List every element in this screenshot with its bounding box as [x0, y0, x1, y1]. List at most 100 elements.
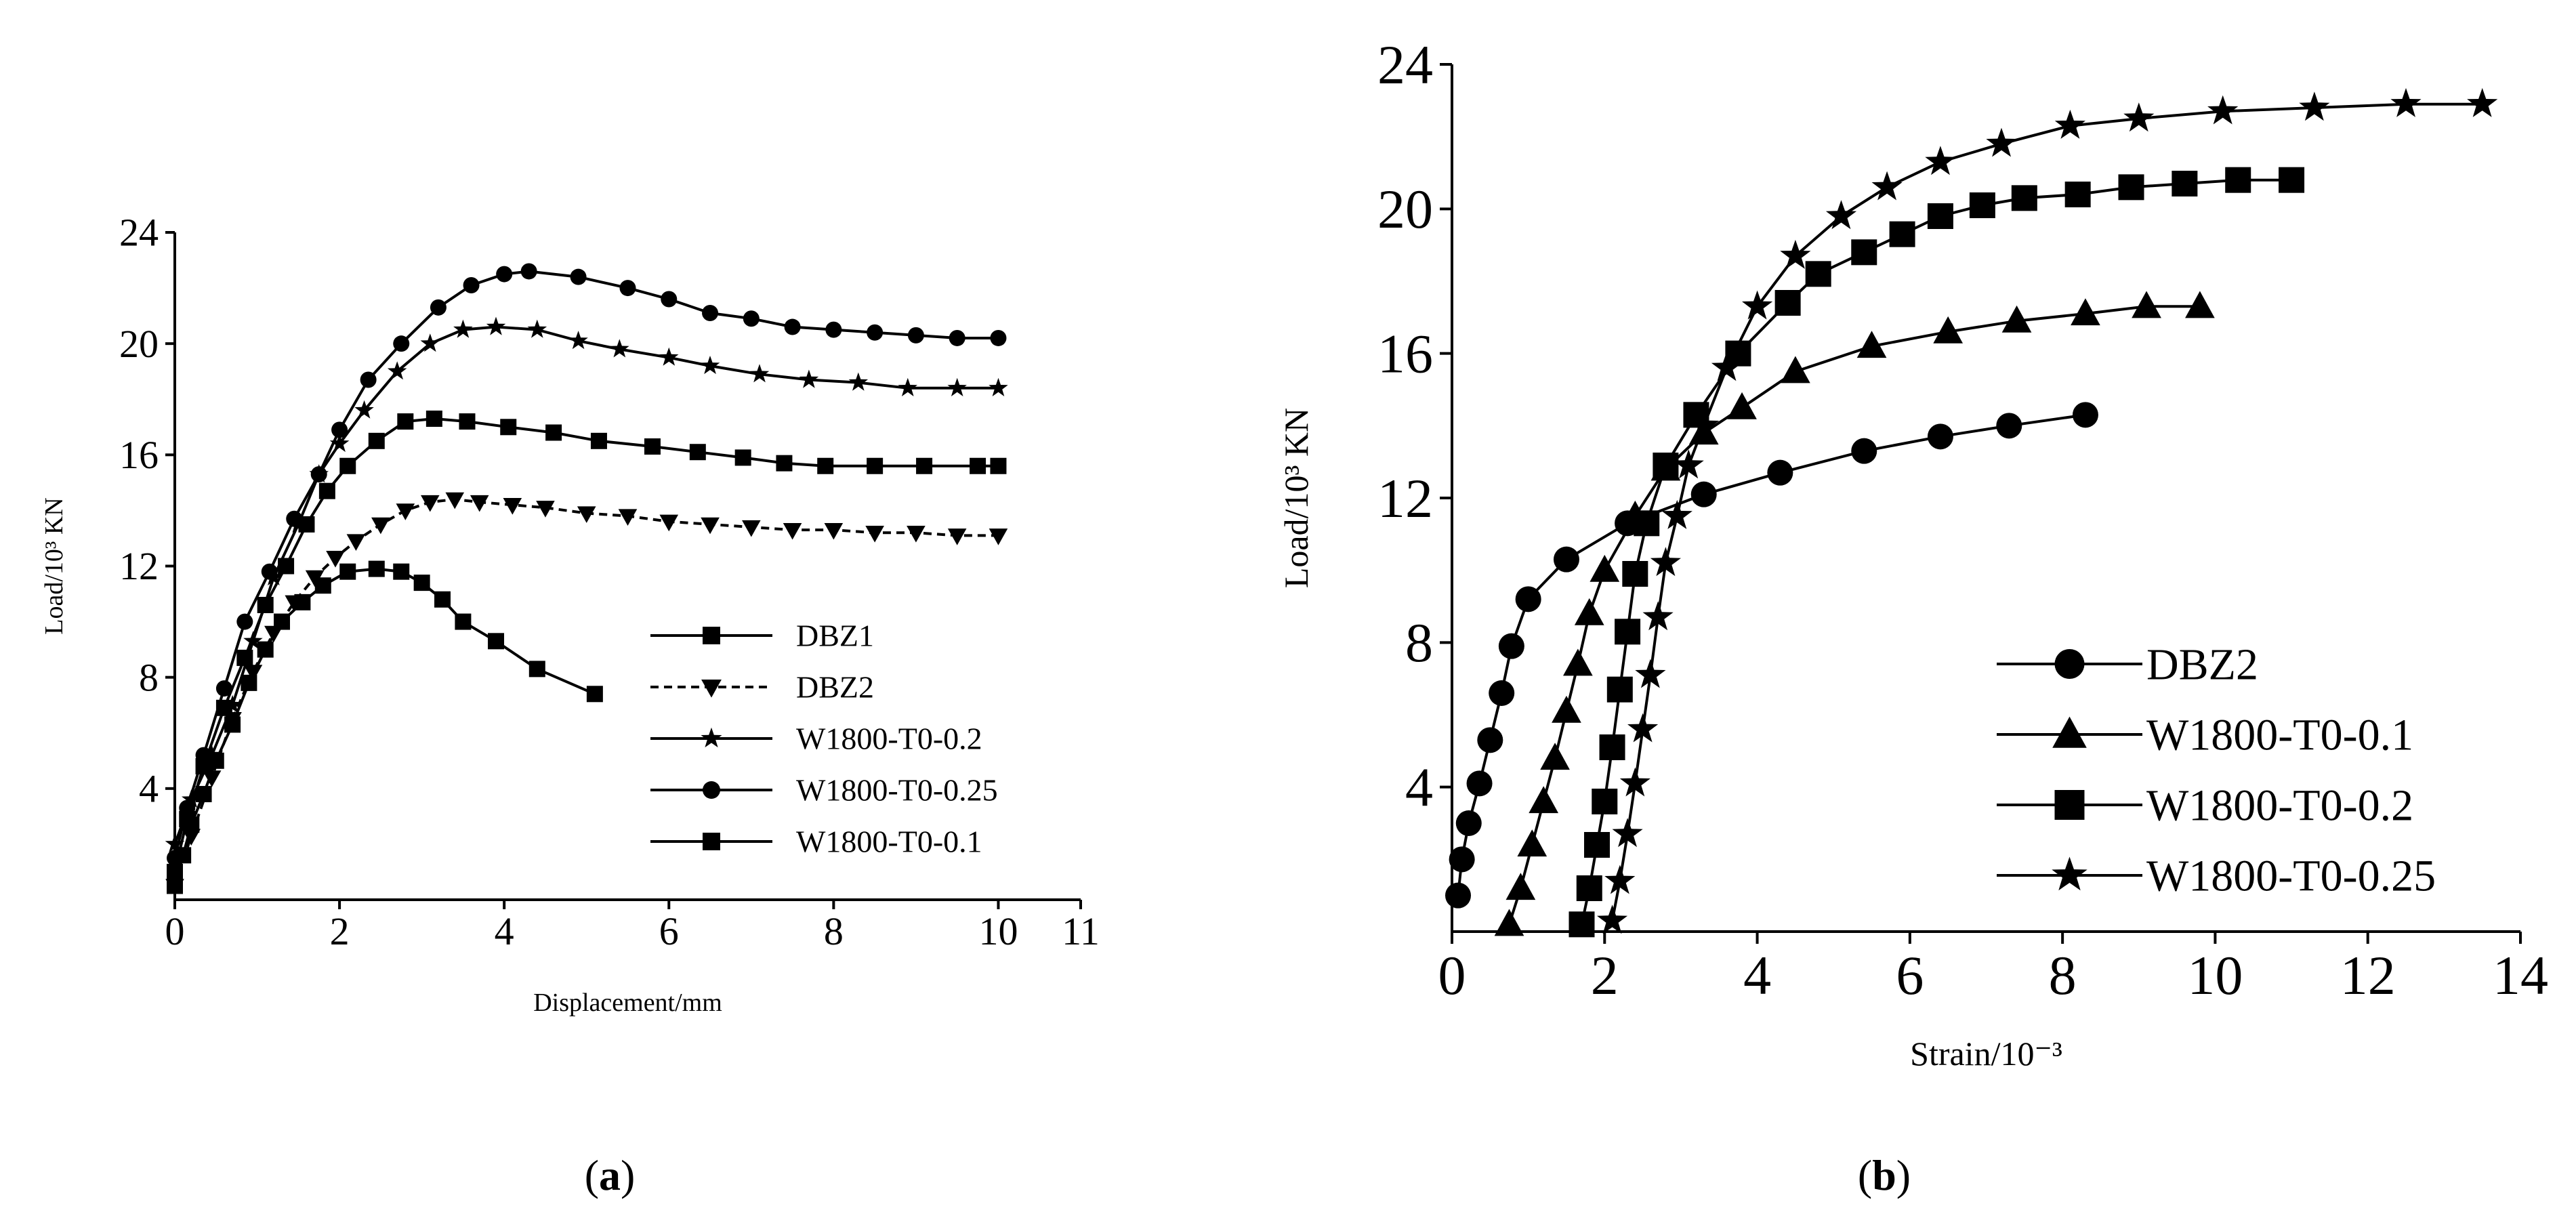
data-point [1599, 734, 1625, 760]
data-point [2054, 109, 2085, 139]
y-tick-label: 24 [119, 211, 159, 255]
data-point [590, 432, 607, 449]
y-tick-label: 24 [1377, 34, 1433, 96]
x-axis-label: Displacement/mm [533, 989, 722, 1017]
x-tick-label: 10 [2187, 944, 2243, 1006]
data-point [701, 517, 720, 535]
series-line [173, 325, 999, 845]
caption-a: (a) [585, 1151, 636, 1199]
data-point [520, 263, 537, 280]
data-point [182, 829, 201, 846]
data-point [702, 305, 719, 322]
data-point [1606, 676, 1633, 703]
data-point [1553, 546, 1579, 573]
y-tick-label: 4 [139, 767, 159, 811]
data-point [1856, 331, 1887, 358]
data-point [2132, 291, 2161, 318]
data-point [278, 558, 295, 575]
x-tick-label: 4 [495, 909, 514, 953]
data-point [2225, 167, 2251, 193]
data-point [2467, 87, 2498, 117]
data-point [1851, 438, 1877, 464]
legend-marker [701, 679, 722, 698]
data-point [644, 438, 661, 455]
data-point [1627, 713, 1659, 743]
data-point [1774, 290, 1801, 316]
data-point [331, 421, 348, 438]
data-point [570, 268, 587, 285]
data-point [949, 329, 965, 346]
data-point [527, 319, 547, 338]
data-point [236, 649, 253, 666]
data-point [387, 361, 407, 380]
y-tick-label: 20 [119, 322, 159, 366]
data-point [261, 563, 278, 580]
data-point [1449, 846, 1475, 873]
chart-a: 0 2 4 6 8 10 114812162024Displacement/mmLoad/1… [40, 211, 1100, 1017]
data-point [2172, 171, 2198, 196]
series-DBZ2 [1445, 402, 2098, 909]
data-point [318, 482, 335, 499]
data-point [1780, 239, 1811, 269]
data-point [784, 318, 801, 335]
data-point [1996, 413, 2022, 439]
data-point [1552, 695, 1581, 723]
data-point [393, 335, 410, 352]
y-axis-label: Load/10³ KN [1277, 408, 1315, 588]
data-point [545, 424, 562, 441]
data-point [257, 641, 274, 658]
legend-item: W1800-T0-0.25 [650, 773, 998, 808]
data-point [700, 356, 720, 375]
data-point [286, 510, 303, 527]
x-tick-label: 6 [659, 909, 679, 953]
data-point [339, 563, 356, 580]
x-tick-label: 0 [1438, 944, 1466, 1006]
data-point [298, 516, 315, 533]
data-point [618, 509, 638, 526]
data-point [236, 613, 253, 630]
legend-item: DBZ2 [650, 670, 874, 705]
data-point [907, 327, 924, 344]
data-point [368, 432, 385, 449]
x-tick-label: 8 [824, 909, 844, 953]
x-tick-label: 14 [2493, 944, 2548, 1006]
data-point [360, 371, 377, 388]
data-point [453, 319, 473, 338]
data-point [1635, 659, 1666, 688]
data-point [568, 331, 588, 350]
data-point [243, 665, 263, 682]
x-tick-label: 0 [165, 909, 185, 953]
data-point [1494, 909, 1524, 936]
data-point [536, 501, 555, 518]
legend-marker [703, 781, 720, 799]
series-line [1611, 102, 2482, 921]
data-point [1445, 882, 1472, 909]
legend-item: W1800-T0-0.1 [1997, 710, 2413, 760]
data-point [659, 347, 679, 366]
data-point [470, 495, 489, 512]
data-point [1688, 409, 1720, 439]
data-point [659, 514, 679, 532]
data-point [689, 444, 706, 461]
data-point [1569, 911, 1595, 938]
data-point [867, 324, 884, 341]
data-point [215, 680, 232, 697]
data-point [455, 613, 472, 630]
data-point [1742, 290, 1773, 320]
caption-a-letter: a [599, 1151, 621, 1199]
data-point [776, 455, 793, 472]
legend-marker [2054, 649, 2085, 679]
data-point [413, 575, 430, 591]
data-point [783, 522, 802, 540]
y-tick-label: 8 [1405, 612, 1433, 673]
legend-marker [701, 727, 722, 748]
data-point [420, 495, 440, 512]
data-point [1563, 648, 1593, 676]
data-point [577, 506, 596, 523]
y-tick-label: 8 [139, 655, 159, 699]
data-point [742, 520, 761, 537]
data-point [222, 694, 243, 713]
data-point [503, 498, 522, 515]
data-point [1673, 449, 1704, 479]
